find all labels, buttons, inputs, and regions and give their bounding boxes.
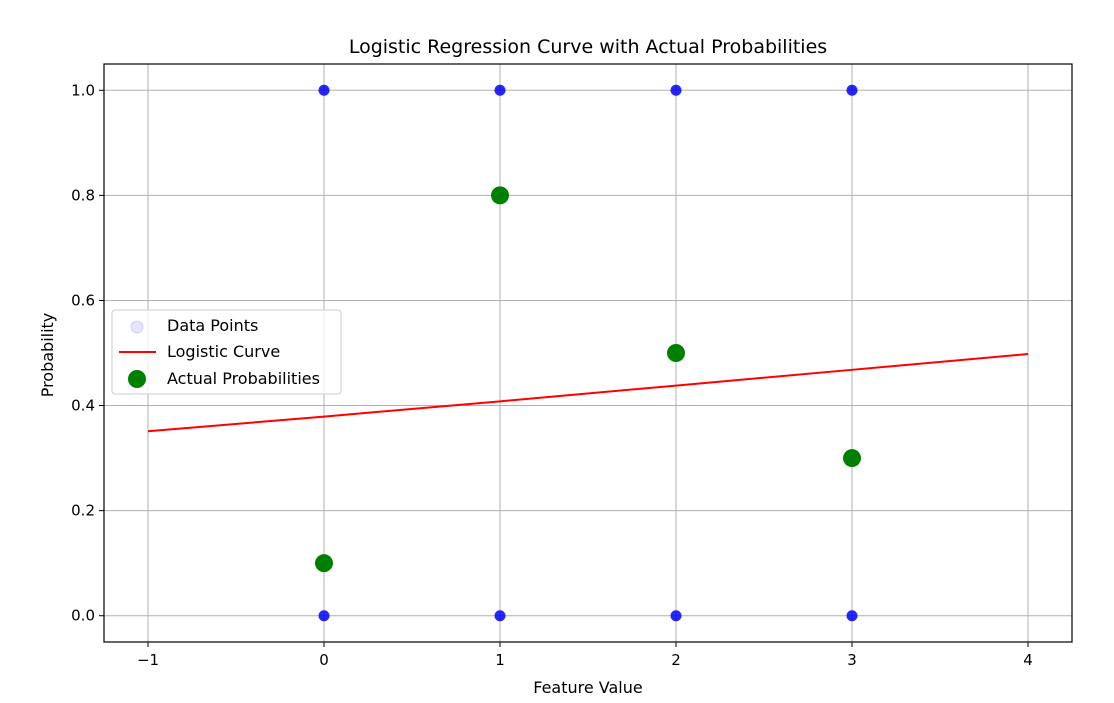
data-point [494,84,506,96]
actual-probability-point [843,449,861,468]
series-layer [147,84,1029,622]
x-tick-label: 2 [671,651,681,669]
x-tick-label: 1 [495,651,505,669]
actual-probability-point [491,186,509,205]
y-tick-label: 0.2 [71,502,95,520]
legend-box [111,309,342,395]
actual-probability-point [667,344,685,362]
data-point [494,610,506,622]
y-tick-label: 0.8 [71,186,95,204]
x-tick-label: 0 [319,651,329,669]
chart-title: Logistic Regression Curve with Actual Pr… [349,36,827,58]
plot-frame [103,63,1073,643]
data-point [846,610,858,622]
data-point [670,84,682,96]
y-tick-label: 0.4 [71,397,95,415]
data-point [318,610,330,622]
x-tick-label: −1 [137,651,159,669]
x-axis-label: Feature Value [533,678,642,697]
grid [104,64,1072,642]
legend-marker-actual-probabilities [128,370,146,388]
x-tick-label: 4 [1023,651,1033,669]
actual-probability-point [315,554,333,573]
legend-label-logistic-curve: Logistic Curve [167,342,280,361]
legend-marker-data-points [130,320,144,334]
x-axis: −1 0 1 2 3 4 [137,642,1033,669]
legend-label-actual-probabilities: Actual Probabilities [167,369,320,388]
y-axis: 0.0 0.2 0.4 0.6 0.8 1.0 [71,81,104,625]
legend-label-data-points: Data Points [167,316,258,335]
y-tick-label: 0.0 [71,607,95,625]
y-axis-label: Probability [38,313,57,398]
data-point [318,84,330,96]
logistic-curve-line [147,353,1029,433]
x-tick-label: 3 [847,651,857,669]
data-point [846,84,858,96]
data-point [670,610,682,622]
y-tick-label: 1.0 [71,81,95,99]
y-tick-label: 0.6 [71,291,95,309]
legend: Data Points Logistic Curve Actual Probab… [111,309,342,395]
